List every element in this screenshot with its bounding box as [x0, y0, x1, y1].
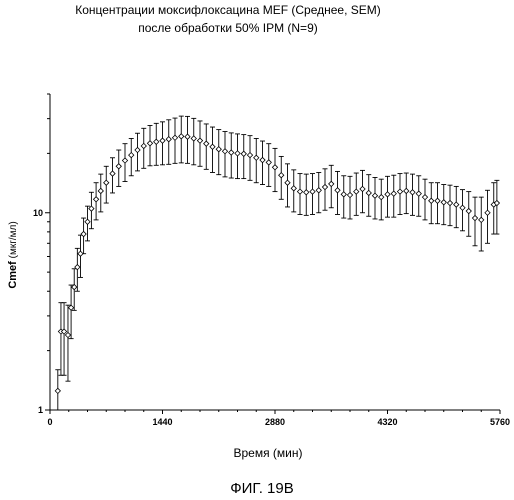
y-axis-title-variable: Cmef [7, 261, 19, 289]
data-point [160, 138, 165, 143]
data-point [272, 165, 277, 170]
data-point [104, 180, 109, 185]
plot-area: 0 1440 2880 4320 5760 1 10 [33, 94, 510, 427]
data-point [172, 135, 177, 140]
data-point [65, 332, 70, 337]
data-point [81, 231, 86, 236]
data-point [135, 147, 140, 152]
data-point [316, 188, 321, 193]
data-point [254, 155, 259, 160]
data-point [89, 206, 94, 211]
x-tick-label: 0 [47, 417, 52, 427]
data-point [98, 188, 103, 193]
data-point [93, 197, 98, 202]
x-tick-label: 4320 [377, 417, 397, 427]
data-point [110, 171, 115, 176]
data-point [360, 186, 365, 191]
data-point [229, 150, 234, 155]
y-tick-label: 1 [38, 405, 43, 415]
data-point [68, 305, 73, 310]
data-point [304, 190, 309, 195]
data-point [266, 160, 271, 165]
data-point [435, 198, 440, 203]
chart-title-line-1: Концентрации моксифлоксацина MEF (Средне… [75, 3, 381, 17]
figure-caption: ФИГ. 19В [230, 480, 294, 497]
data-point [122, 158, 127, 163]
data-point [466, 208, 471, 213]
data-point [260, 157, 265, 162]
data-point [210, 144, 215, 149]
data-point [116, 164, 121, 169]
data-point [197, 138, 202, 143]
y-ticks: 1 10 [33, 94, 50, 415]
data-point [472, 215, 477, 220]
data-point [416, 191, 421, 196]
data-point [129, 153, 134, 158]
data-point [454, 202, 459, 207]
data-point [347, 192, 352, 197]
x-ticks: 0 1440 2880 4320 5760 [47, 410, 510, 427]
y-tick-label: 10 [33, 208, 43, 218]
data-point [422, 195, 427, 200]
data-point [185, 134, 190, 139]
data-point [216, 147, 221, 152]
y-axis-title-unit: (мкг/мл) [8, 221, 19, 261]
data-point [279, 173, 284, 178]
data-point [78, 251, 83, 256]
data-point [335, 188, 340, 193]
data-point [366, 190, 371, 195]
data-point [55, 388, 60, 393]
data-point [235, 151, 240, 156]
data-point [329, 181, 334, 186]
x-tick-label: 2880 [265, 417, 285, 427]
chart-title-line-2: после обработки 50% IPM (N=9) [138, 21, 318, 35]
x-tick-label: 5760 [490, 417, 510, 427]
data-point [241, 151, 246, 156]
data-point [166, 137, 171, 142]
data-point [310, 189, 315, 194]
series-moxifloxacin-mean [55, 116, 499, 410]
data-point [341, 192, 346, 197]
data-point [372, 193, 377, 198]
data-point [204, 141, 209, 146]
data-point [147, 141, 152, 146]
data-point [460, 205, 465, 210]
data-point [154, 139, 159, 144]
x-tick-label: 1440 [152, 417, 172, 427]
y-axis-title: Cmef (мкг/мл) [7, 221, 19, 288]
data-point [191, 136, 196, 141]
data-point [391, 191, 396, 196]
data-point [285, 180, 290, 185]
data-point [222, 149, 227, 154]
data-point [410, 190, 415, 195]
data-point [247, 153, 252, 158]
data-point [404, 188, 409, 193]
data-point [429, 198, 434, 203]
data-point [141, 143, 146, 148]
data-point [297, 189, 302, 194]
data-point [447, 200, 452, 205]
data-point [441, 200, 446, 205]
data-point [485, 210, 490, 215]
data-point [179, 134, 184, 139]
data-point [291, 186, 296, 191]
data-point [397, 189, 402, 194]
data-point [479, 217, 484, 222]
data-point [354, 189, 359, 194]
x-axis-title: Время (мин) [233, 446, 302, 460]
data-point [322, 184, 327, 189]
data-point [85, 219, 90, 224]
data-point [379, 195, 384, 200]
data-point [385, 192, 390, 197]
